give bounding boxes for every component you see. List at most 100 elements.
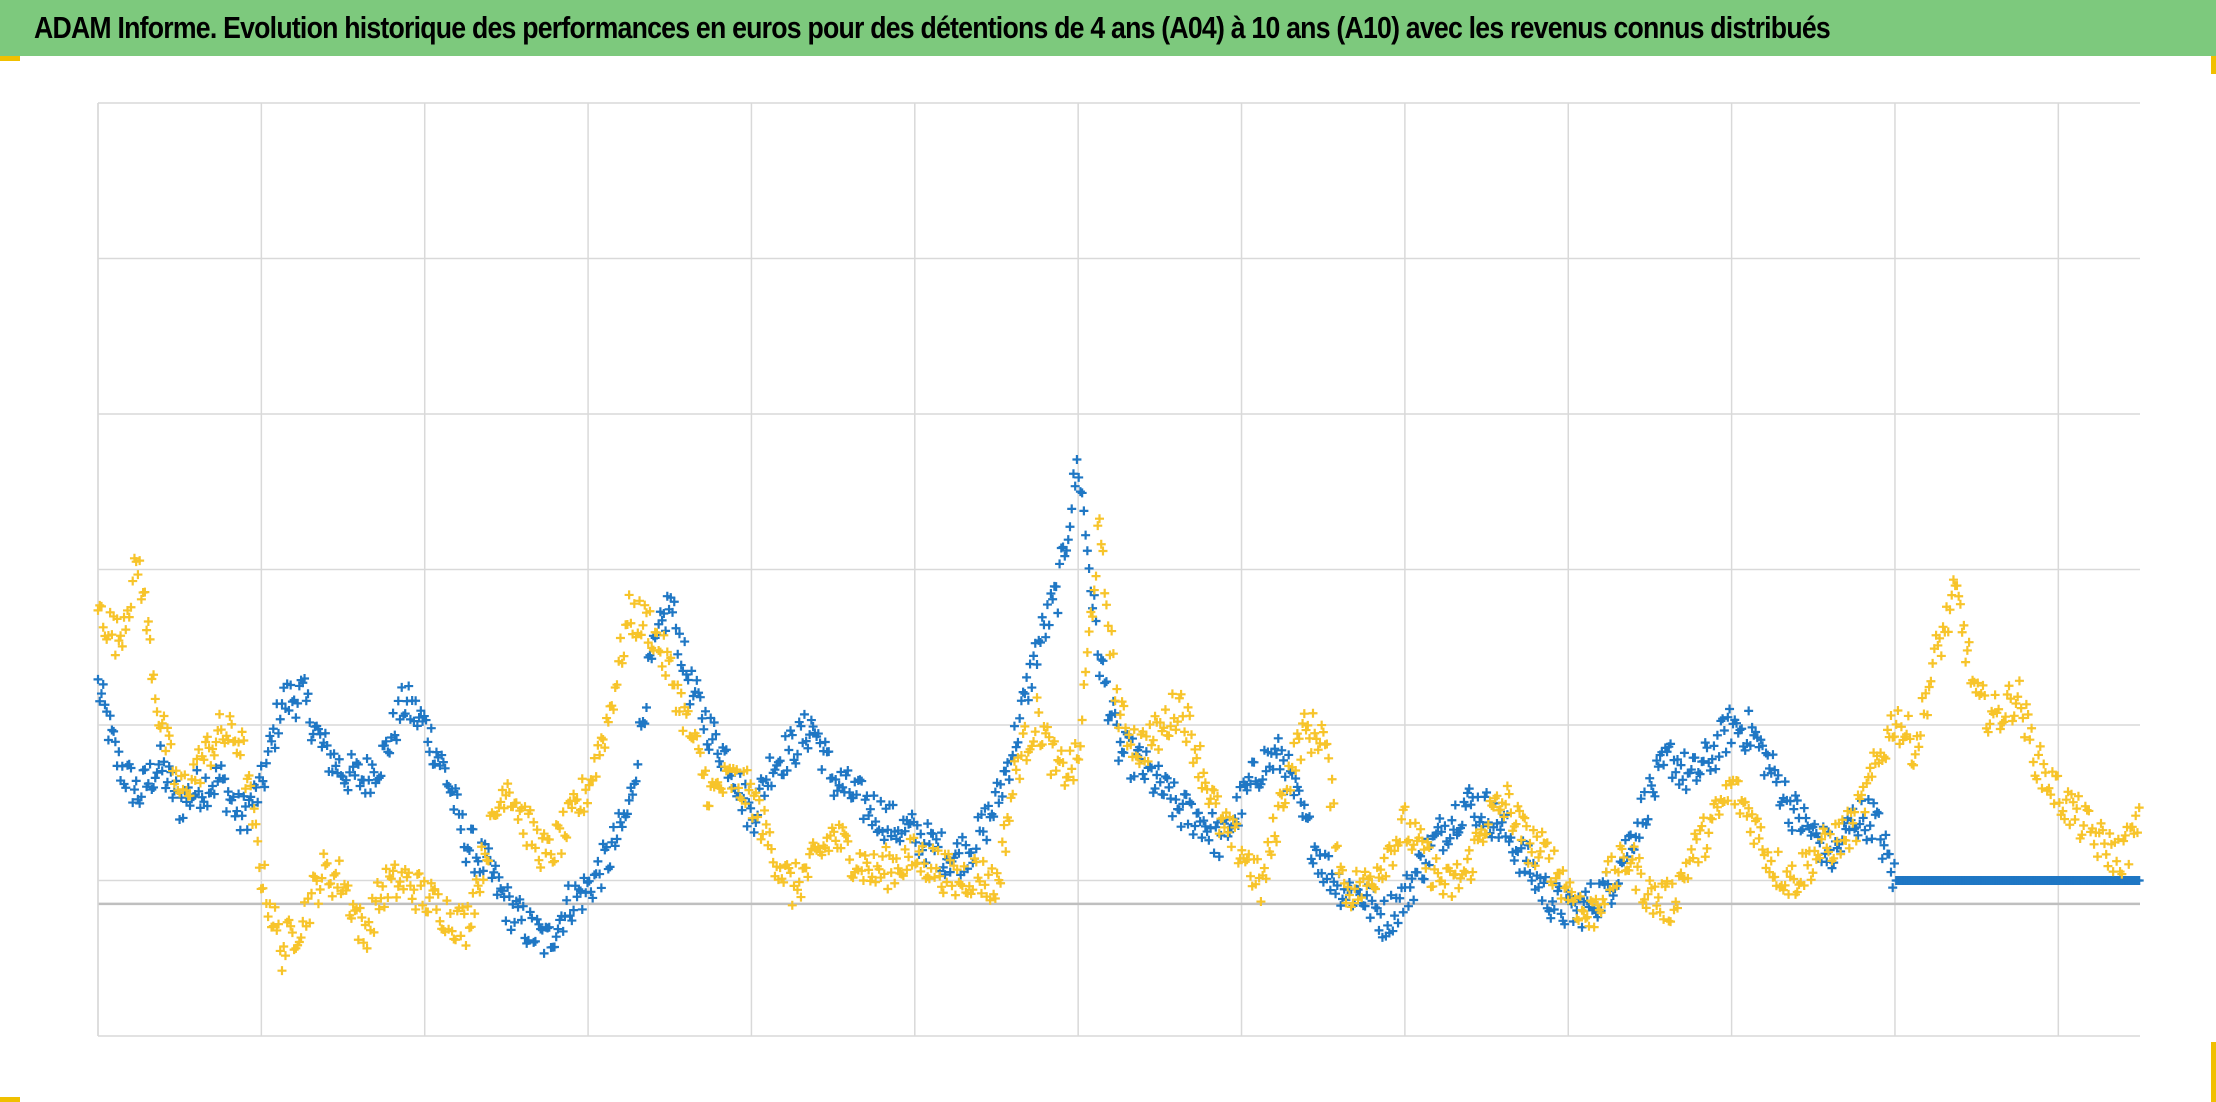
series-a10-point [431,905,441,915]
series-a10-point [1582,912,1592,922]
series-a10-point [1733,776,1743,786]
series-a10-point [1035,741,1045,751]
series-a10-point [2006,694,2016,704]
series-a04-point [1134,742,1144,752]
series-a04-point [430,759,440,769]
series-a10-point [1601,867,1611,877]
series-a10-point [581,785,591,795]
series-a10-point [1558,866,1568,876]
series-a04-point [437,750,447,760]
series-a04-point [409,716,419,726]
series-a10-point [461,941,471,951]
series-a10-point [1407,845,1417,855]
series-a04-point [1450,800,1460,810]
series-a10-point [1881,754,1891,764]
series-a04-point [1889,858,1899,868]
series-a10-point [1370,884,1380,894]
series-a04-point [858,814,868,824]
series-a10-point [1792,887,1802,897]
series-a10-point [786,868,796,878]
series-a10-point [534,855,544,865]
series-a04-point [426,723,436,733]
series-a04-point [527,913,537,923]
series-a10-point [636,630,646,640]
series-a10-point [1856,790,1866,800]
series-a04-point [1074,472,1084,482]
series-a04-point [1023,695,1033,705]
series-a10-point [1027,741,1037,751]
series-a10-point [1518,812,1528,822]
series-a04-point [721,745,731,755]
series-a04-point [796,721,806,731]
series-a04-point [569,905,579,915]
series-a10-point [2011,698,2021,708]
series-a10-point [1233,858,1243,868]
series-a04-point [1429,831,1439,841]
series-a10-point [254,863,264,873]
series-a04-point [1331,889,1341,899]
series-a04-point [1188,829,1198,839]
series-a04-point [1495,825,1505,835]
series-a04-point [1242,785,1252,795]
series-a04-point [1416,851,1426,861]
series-a04-point [770,765,780,775]
series-a04-point [1636,794,1646,804]
series-a10-point [1726,779,1736,789]
series-a10-point [2032,774,2042,784]
series-a10-point [843,836,853,846]
series-a04-point [801,736,811,746]
series-a10-point [1832,836,1842,846]
series-a10-point [2105,829,2115,839]
series-a10-point [898,871,908,881]
series-a10-point [1886,710,1896,720]
series-a04-point [1789,804,1799,814]
series-a04-point [107,725,117,735]
series-a10-point [732,765,742,775]
series-a10-point [2046,790,2056,800]
series-a10-point [2070,815,2080,825]
series-a04-point [1862,835,1872,845]
series-a04-point [385,748,395,758]
series-a04-point [610,841,620,851]
series-a04-point [707,734,717,744]
series-a10-point [968,885,978,895]
series-a10-point [312,876,322,886]
series-a04-point [1756,735,1766,745]
series-a04-point [869,791,879,801]
series-a10-point [1959,620,1969,630]
series-a10-point [784,863,794,873]
series-a04-point [574,884,584,894]
series-a10-point [1173,717,1183,727]
series-a10-point [831,836,841,846]
series-a10-point [572,794,582,804]
series-a10-point [1096,539,1106,549]
series-a04-point [742,821,752,831]
series-a10-point [1301,725,1311,735]
series-a10-point [1579,906,1589,916]
series-a10-point [202,732,212,742]
series-a10-point [609,705,619,715]
series-a10-point [976,888,986,898]
series-a10-point [1440,879,1450,889]
series-a10-point [484,856,494,866]
series-a04-point [612,834,622,844]
series-a04-point [1433,822,1443,832]
series-a04-point [1645,773,1655,783]
series-a04-point [1459,797,1469,807]
series-a10-point [117,641,127,651]
series-a10-point [556,849,566,859]
series-a10-point [2021,699,2031,709]
series-a04-point [1653,762,1663,772]
series-a10-point [1369,882,1379,892]
series-a10-point [845,855,855,865]
series-a04-point [1303,813,1313,823]
series-a10-point [692,731,702,741]
series-a10-point [1256,897,1266,907]
series-a10-point [1051,766,1061,776]
series-a10-point [803,872,813,882]
series-a10-point [194,744,204,754]
series-a10-point [582,798,592,808]
series-a10-point [1487,801,1497,811]
series-a10-point [1318,727,1328,737]
series-a10-point [1723,796,1733,806]
